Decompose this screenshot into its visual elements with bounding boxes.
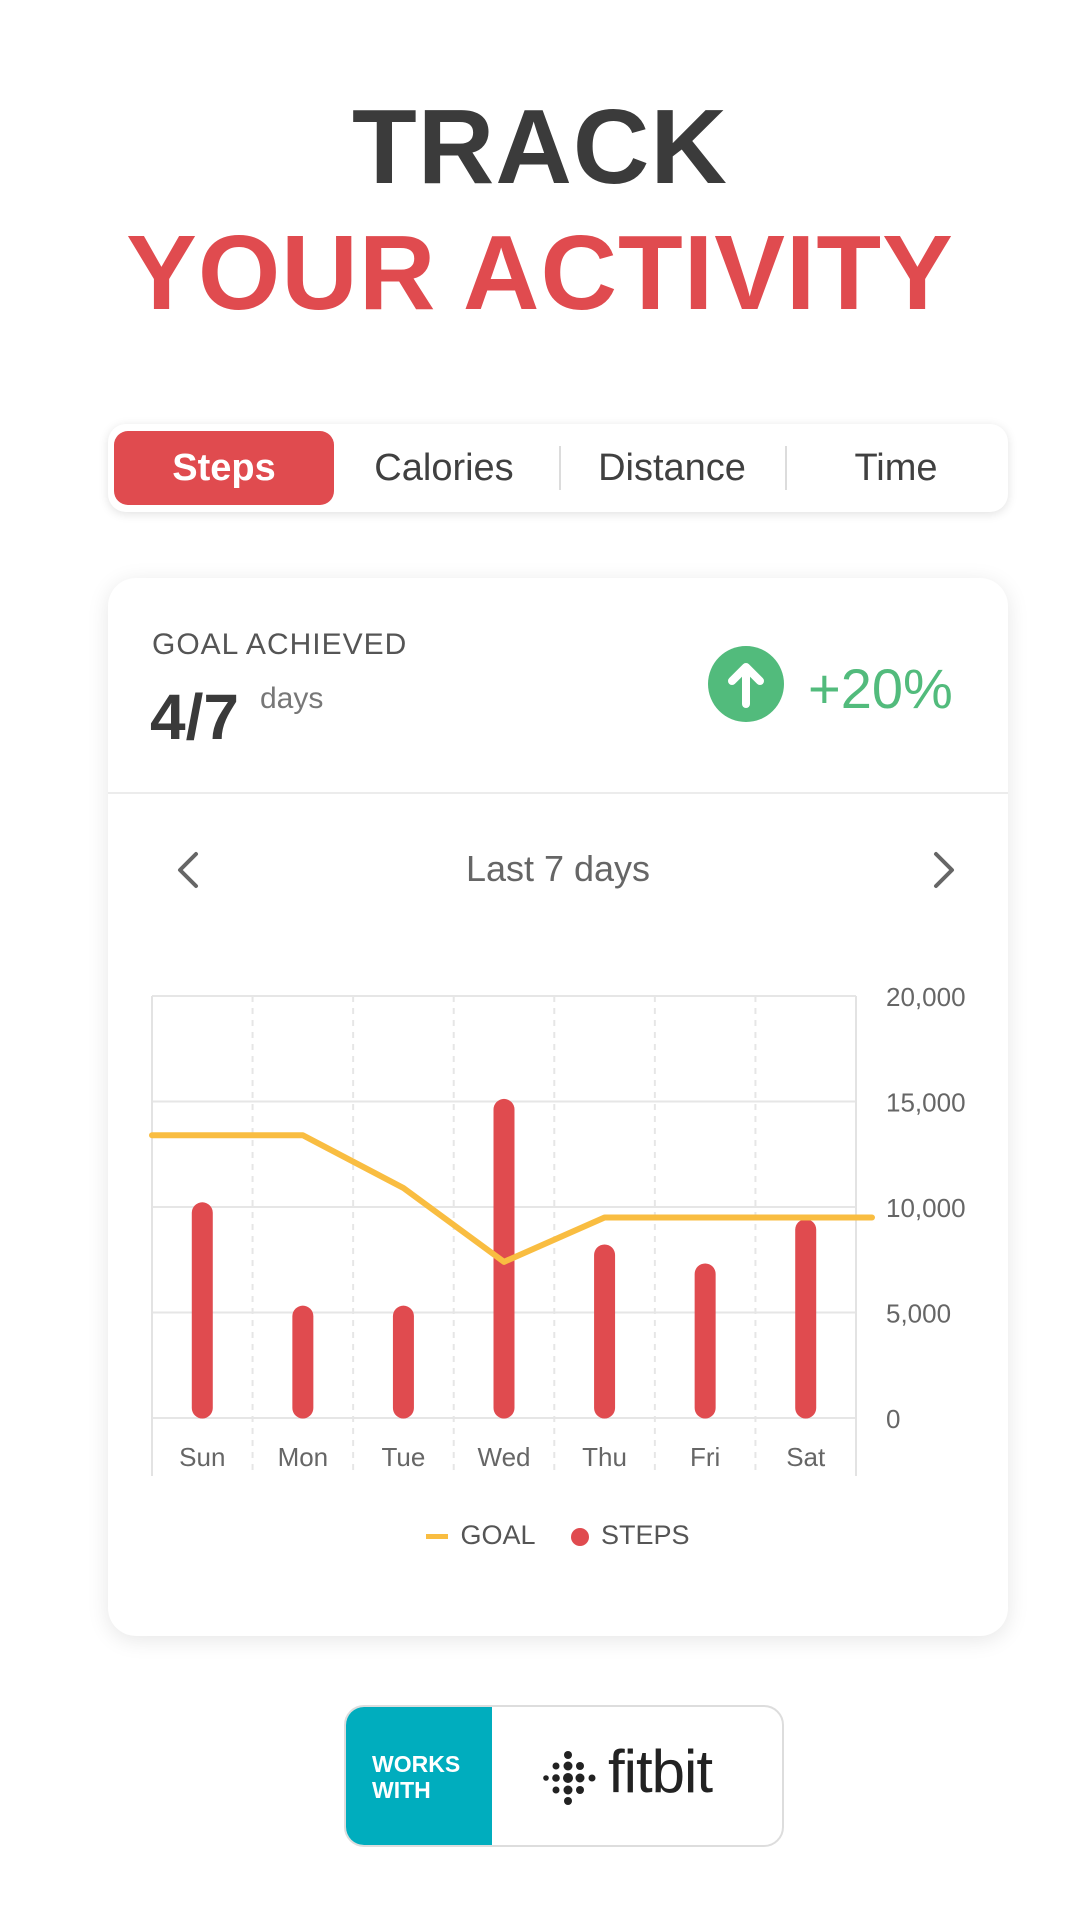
legend-goal-swatch <box>426 1534 449 1540</box>
card-divider <box>108 792 1008 794</box>
legend-steps: STEPS <box>571 1520 690 1551</box>
trend-value: +20% <box>808 657 953 720</box>
fitbit-dots-icon <box>543 1751 596 1805</box>
legend-goal: GOAL <box>426 1520 535 1551</box>
goal-label: GOAL ACHIEVED <box>152 628 408 661</box>
tab-separator <box>559 446 561 490</box>
legend-goal-label: GOAL <box>460 1520 536 1550</box>
chart-legend: GOAL STEPS <box>108 1520 1008 1551</box>
arrow-up-icon <box>708 646 784 722</box>
chevron-left-icon[interactable] <box>160 840 220 900</box>
goal-value: 4/7 <box>150 681 239 753</box>
x-tick-label-wed: Wed <box>478 1442 531 1472</box>
date-range-label: Last 7 days <box>465 848 651 889</box>
metric-tabs: Steps Calories Distance Time <box>108 424 1008 512</box>
y-tick-label: 10,000 <box>886 1193 966 1223</box>
x-tick-label-sat: Sat <box>786 1442 826 1472</box>
headline-track: TRACK <box>352 88 728 206</box>
x-tick-label-mon: Mon <box>278 1442 329 1472</box>
tab-distance[interactable]: Distance <box>598 447 746 489</box>
goal-line <box>149 1132 875 1265</box>
steps-chart: 0 5,000 10,000 15,000 20,000 Sun Mon Tue Wed Thu F… <box>149 982 966 1476</box>
works-with-line1: WORKS <box>372 1751 461 1777</box>
y-tick-label: 5,000 <box>886 1299 951 1329</box>
chevron-right-icon[interactable] <box>912 840 972 900</box>
tab-steps[interactable]: Steps <box>114 431 334 505</box>
y-tick-label: 20,000 <box>886 982 966 1012</box>
tab-calories[interactable]: Calories <box>374 447 514 489</box>
headline-your-activity: YOUR ACTIVITY <box>126 214 954 332</box>
y-tick-label: 15,000 <box>886 1088 966 1118</box>
y-tick-label: 0 <box>886 1404 900 1434</box>
fitbit-wordmark: fitbit <box>608 1738 713 1805</box>
works-with-line2: WITH <box>372 1777 431 1803</box>
legend-steps-swatch <box>571 1527 589 1546</box>
goal-unit: days <box>260 682 324 715</box>
legend-steps-label: STEPS <box>601 1520 690 1550</box>
x-tick-label-sun: Sun <box>179 1442 225 1472</box>
tab-separator <box>785 446 787 490</box>
works-with-fitbit-badge: WORKS WITH fitbit <box>344 1705 784 1847</box>
x-tick-label-tue: Tue <box>382 1442 426 1472</box>
x-tick-label-thu: Thu <box>582 1442 627 1472</box>
tab-time[interactable]: Time <box>854 447 938 489</box>
x-tick-label-fri: Fri <box>690 1442 720 1472</box>
works-with-panel: WORKS WITH <box>346 1707 492 1845</box>
activity-card: GOAL ACHIEVED 4/7 days +20% Last 7 days … <box>108 578 1008 1636</box>
